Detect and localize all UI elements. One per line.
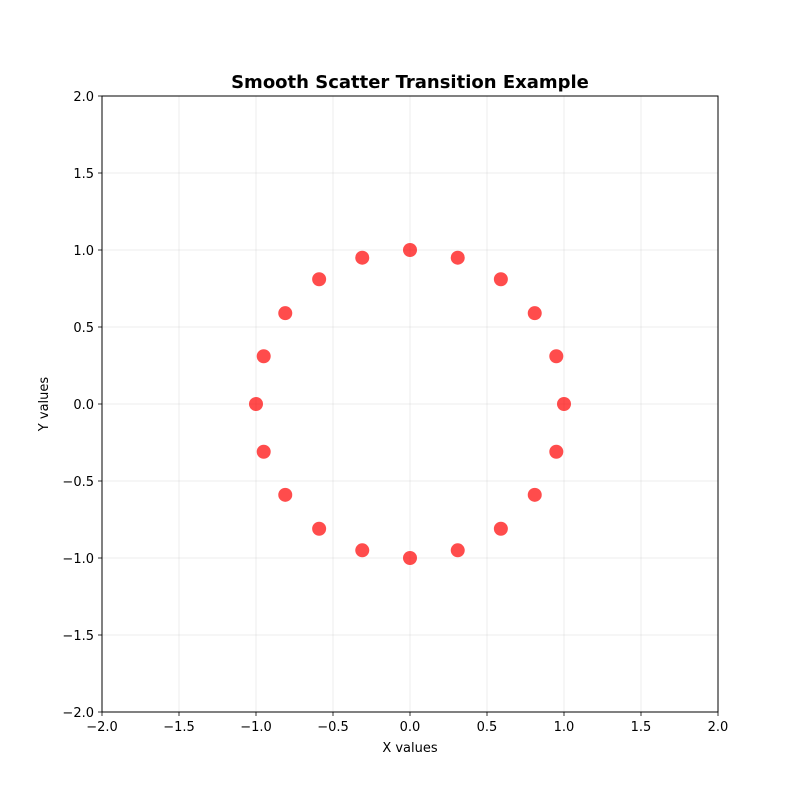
scatter-point	[549, 444, 564, 459]
scatter-point	[278, 487, 293, 502]
x-tick-label: −1.5	[163, 720, 195, 735]
scatter-point	[527, 487, 542, 502]
scatter-point	[450, 543, 465, 558]
x-axis-ticks: −2.0 −1.5 −1.0 −0.5 0.0 0.5 1.0 1.5 2.0	[86, 712, 728, 735]
y-tick-label: −0.5	[62, 475, 94, 490]
y-tick-label: −1.0	[62, 552, 94, 567]
x-tick-label: 1.0	[554, 720, 575, 735]
x-tick-label: 1.5	[631, 720, 652, 735]
scatter-point	[403, 551, 417, 565]
scatter-point	[557, 397, 571, 411]
scatter-point	[312, 272, 327, 287]
x-tick-label: 2.0	[708, 720, 729, 735]
x-tick-label: 0.0	[400, 720, 421, 735]
scatter-point	[256, 444, 271, 459]
y-axis-label: Y values	[37, 377, 52, 433]
y-tick-label: −2.0	[62, 706, 94, 721]
y-tick-label: 0.5	[73, 321, 94, 336]
y-tick-label: 1.5	[73, 167, 94, 182]
x-tick-label: 0.5	[477, 720, 498, 735]
scatter-point	[249, 397, 263, 411]
scatter-point	[278, 306, 293, 321]
scatter-point	[403, 243, 417, 257]
x-tick-label: −0.5	[317, 720, 349, 735]
scatter-point	[355, 543, 370, 558]
y-tick-label: 0.0	[73, 398, 94, 413]
scatter-point	[355, 250, 370, 265]
x-tick-label: −2.0	[86, 720, 118, 735]
x-axis-label: X values	[382, 741, 438, 756]
y-axis-ticks: −2.0 −1.5 −1.0 −0.5 0.0 0.5 1.0 1.5 2.0	[62, 90, 102, 721]
scatter-point	[527, 306, 542, 321]
scatter-point	[312, 521, 327, 536]
scatter-point	[450, 250, 465, 265]
y-tick-label: −1.5	[62, 629, 94, 644]
y-tick-label: 2.0	[73, 90, 94, 105]
chart-title: Smooth Scatter Transition Example	[231, 72, 589, 93]
scatter-point	[256, 349, 271, 364]
scatter-points	[249, 243, 571, 565]
y-tick-label: 1.0	[73, 244, 94, 259]
x-tick-label: −1.0	[240, 720, 272, 735]
scatter-point	[493, 272, 508, 287]
scatter-point	[549, 349, 564, 364]
scatter-point	[493, 521, 508, 536]
plot-area	[102, 96, 718, 712]
